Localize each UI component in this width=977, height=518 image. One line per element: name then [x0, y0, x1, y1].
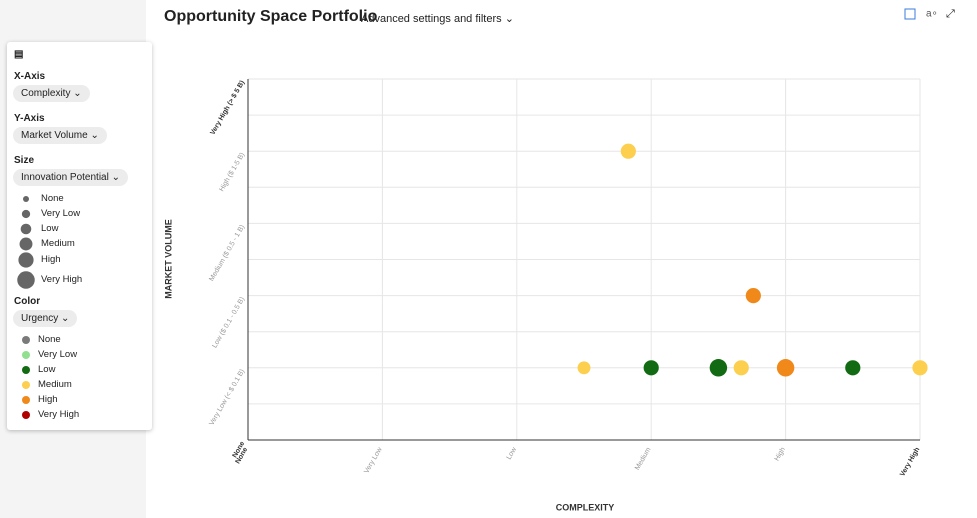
size-swatch [17, 271, 35, 289]
bubble [845, 360, 861, 376]
x-tick-label: High [774, 446, 787, 462]
size-item: None [41, 193, 64, 204]
color-swatch [22, 396, 30, 404]
y-tick-label: High ($ 1-5 B) [218, 152, 246, 193]
color-item: None [38, 334, 61, 345]
value: Urgency [21, 313, 59, 324]
y-axis-title: MARKET VOLUME [163, 219, 173, 299]
dropdown[interactable]: Innovation Potential ⌄ [13, 169, 129, 186]
size-item: High [41, 254, 61, 265]
fullscreen-icon[interactable]: ⤢ [946, 8, 955, 20]
color-item: Medium [38, 379, 72, 390]
size-swatch [18, 252, 34, 268]
bubble [709, 359, 728, 377]
color-swatch [22, 366, 30, 374]
size-swatch [23, 196, 29, 202]
bubble [776, 359, 795, 377]
size-swatch [19, 237, 33, 251]
page-title: Opportunity Space Portfolio [164, 8, 378, 25]
color-item: High [38, 394, 58, 405]
size-item: Medium [41, 238, 75, 249]
color-item: Very Low [38, 349, 78, 360]
size-item: Very Low [41, 208, 81, 219]
color-swatch [22, 351, 30, 359]
filters-label: Advanced settings and filters [361, 13, 502, 25]
size-item: Very High [41, 274, 83, 285]
table-icon[interactable]: ▤ [14, 49, 24, 60]
bubble [643, 360, 659, 376]
label: X-Axis [14, 71, 46, 82]
bubble [733, 360, 749, 376]
y-tick-label: Very High (> $ 5 B) [209, 79, 246, 136]
y-tick-label: Very Low (< $ 0.1 B) [208, 368, 246, 427]
view-icon[interactable] [904, 8, 916, 20]
color-item: Very High [38, 409, 80, 420]
dropdown[interactable]: Complexity ⌄ [13, 85, 90, 102]
x-tick-label: Medium [634, 446, 653, 471]
x-tick-label: Very Low [363, 446, 384, 475]
bubble [745, 288, 761, 304]
label: Y-Axis [14, 113, 45, 124]
bubble [912, 360, 928, 376]
settings-card: ▤ X-Axis Complexity ⌄ Y-Axis Market Volu… [7, 42, 152, 430]
bubble [577, 361, 591, 375]
y-tick-label: Low ($ 0.1 - 0.5 B) [211, 296, 246, 349]
x-axis-title: COMPLEXITY [556, 502, 615, 512]
dropdown[interactable]: Market Volume ⌄ [13, 127, 107, 144]
color-swatch [22, 411, 30, 419]
bubble [620, 143, 636, 159]
size-swatch [21, 209, 31, 219]
value: Innovation Potential [21, 172, 109, 183]
dropdown[interactable]: Urgency ⌄ [13, 310, 78, 327]
x-tick-label: Very High [899, 446, 921, 477]
view-icon[interactable]: a∘ [926, 9, 938, 20]
label: Color [14, 296, 41, 307]
size-swatch [20, 223, 32, 235]
color-swatch [22, 381, 30, 389]
value: Complexity [21, 88, 71, 99]
filters-toggle[interactable]: Advanced settings and filters ⌄ [361, 13, 514, 25]
y-tick-label: Medium ($ 0.5 - 1 B) [208, 224, 246, 283]
color-swatch [22, 336, 30, 344]
color-item: Low [38, 364, 56, 375]
value: Market Volume [21, 130, 88, 141]
size-item: Low [41, 223, 59, 234]
x-tick-label: Low [506, 446, 519, 461]
label: Size [14, 155, 35, 166]
legend-icons [17, 196, 35, 419]
